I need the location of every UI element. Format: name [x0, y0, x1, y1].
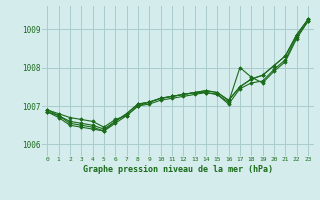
X-axis label: Graphe pression niveau de la mer (hPa): Graphe pression niveau de la mer (hPa) — [83, 165, 273, 174]
